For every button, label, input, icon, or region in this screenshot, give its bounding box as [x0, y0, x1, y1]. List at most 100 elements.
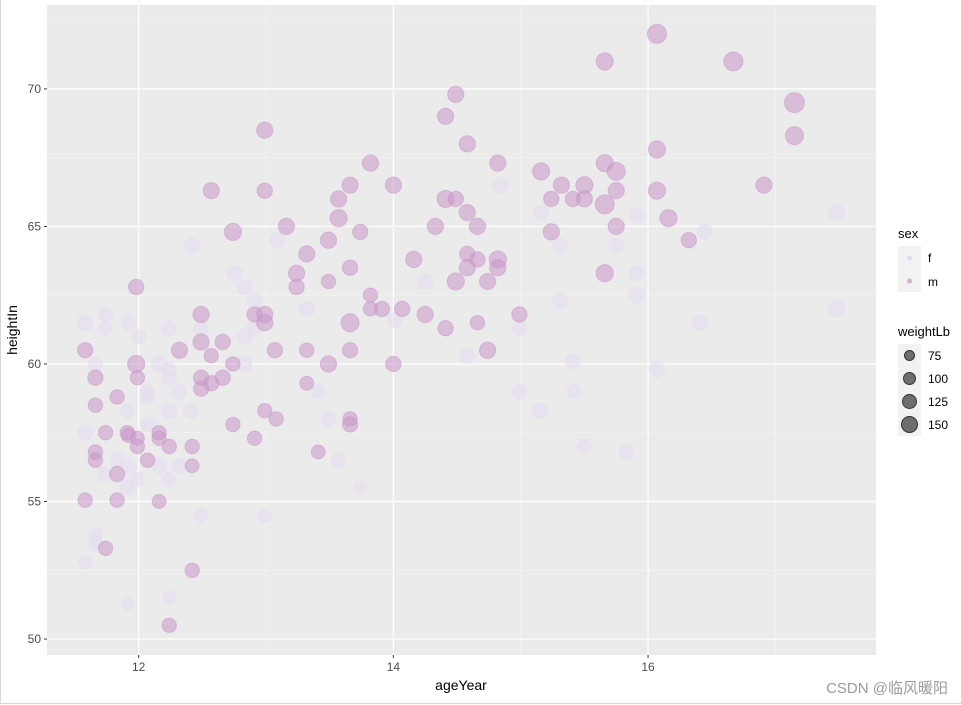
legend-key-f — [907, 255, 912, 261]
point-f — [77, 314, 94, 331]
legend-key-m — [907, 278, 912, 284]
point-m — [257, 403, 273, 419]
point-m — [511, 306, 528, 323]
point-f — [608, 237, 625, 254]
point-f — [77, 424, 94, 441]
point-f — [692, 314, 709, 331]
point-f — [417, 273, 434, 290]
point-f — [236, 328, 253, 345]
point-m — [405, 250, 423, 269]
point-m — [97, 540, 114, 556]
point-f — [161, 471, 177, 488]
point-m — [161, 617, 177, 633]
point-f — [564, 353, 582, 370]
point-f — [353, 480, 368, 495]
point-m — [310, 444, 326, 460]
point-m — [384, 176, 403, 194]
y-tick-label: 70 — [28, 82, 42, 96]
point-m — [299, 375, 315, 391]
point-f — [459, 347, 476, 364]
point-f — [511, 320, 528, 337]
x-tick-label: 12 — [132, 660, 146, 674]
point-f — [192, 320, 210, 337]
point-m — [256, 182, 273, 199]
y-tick-label: 65 — [28, 219, 42, 233]
point-m — [361, 154, 380, 172]
point-f — [171, 383, 188, 400]
point-f — [827, 204, 846, 222]
point-f — [697, 223, 714, 241]
point-m — [436, 107, 455, 126]
point-f — [160, 402, 178, 420]
point-m — [202, 182, 220, 200]
point-f — [97, 320, 114, 336]
point-m — [595, 264, 614, 283]
point-m — [595, 52, 614, 71]
point-m — [594, 194, 615, 215]
point-m — [659, 209, 678, 228]
point-m — [723, 51, 744, 72]
point-m — [87, 397, 104, 413]
point-f — [119, 479, 136, 496]
point-m — [469, 251, 486, 268]
point-m — [606, 161, 626, 181]
point-f — [269, 232, 286, 249]
point-m — [87, 452, 104, 468]
point-m — [192, 333, 210, 351]
legend-size-150 — [901, 416, 918, 433]
point-m — [214, 369, 231, 386]
point-f — [298, 300, 315, 318]
point-m — [109, 492, 125, 508]
point-f — [257, 508, 272, 523]
point-m — [426, 217, 445, 236]
legend-sex: sex f m — [898, 226, 938, 292]
point-m — [552, 176, 571, 194]
point-m — [446, 272, 465, 291]
point-m — [341, 176, 359, 194]
point-f — [226, 265, 243, 282]
point-m — [225, 416, 241, 433]
point-f — [97, 306, 114, 323]
point-f — [171, 458, 188, 474]
point-f — [532, 204, 550, 221]
point-f — [96, 466, 112, 482]
point-f — [120, 457, 137, 474]
point-m — [784, 92, 806, 114]
point-f — [161, 320, 178, 337]
point-m — [127, 354, 146, 374]
point-m — [468, 217, 487, 236]
point-m — [129, 370, 146, 386]
legend-weight-title: weightLb — [897, 324, 950, 339]
point-m — [319, 231, 338, 249]
point-f — [131, 328, 147, 345]
point-f — [182, 402, 200, 419]
point-f — [552, 292, 569, 309]
point-m — [203, 348, 219, 364]
point-m — [458, 204, 476, 222]
point-m — [341, 259, 359, 276]
x-axis-title: ageYear — [435, 677, 487, 693]
point-m — [607, 217, 625, 236]
point-f — [120, 314, 137, 331]
legend-label-75: 75 — [928, 349, 942, 363]
point-m — [87, 369, 104, 386]
legend-size-100 — [903, 372, 916, 385]
point-f — [827, 300, 846, 318]
point-m — [109, 389, 125, 405]
point-f — [236, 278, 253, 296]
point-f — [161, 369, 178, 386]
point-m — [319, 355, 338, 373]
point-m — [129, 438, 146, 455]
point-m — [447, 190, 464, 208]
point-f — [491, 176, 509, 194]
point-f — [119, 403, 135, 419]
point-m — [478, 341, 497, 359]
point-m — [394, 300, 411, 318]
point-m — [416, 305, 434, 324]
point-m — [151, 430, 167, 446]
point-f — [531, 402, 548, 419]
point-m — [543, 190, 560, 208]
y-axis-title: heightIn — [4, 305, 20, 355]
point-m — [447, 85, 465, 104]
point-m — [489, 154, 507, 172]
